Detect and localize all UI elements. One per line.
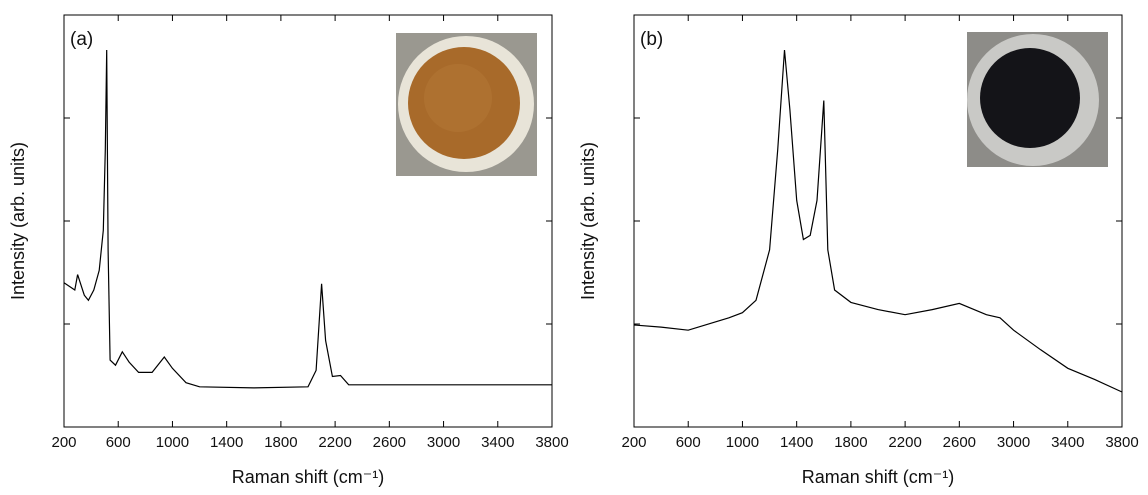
x-tick-label: 2200 (888, 434, 921, 451)
x-tick-label: 3400 (1051, 434, 1084, 451)
x-tick-label: 3000 (997, 434, 1030, 451)
y-axis-label: Intensity (arb. units) (578, 142, 598, 300)
x-tick-label: 3800 (535, 434, 568, 451)
x-tick-label: 600 (106, 434, 131, 451)
x-axis-label: Raman shift (cm⁻¹) (802, 467, 955, 487)
x-tick-label: 2600 (373, 434, 406, 451)
spectrum-line (633, 49, 1123, 393)
x-tick-label: 1400 (780, 434, 813, 451)
x-tick-label: 3400 (481, 434, 514, 451)
x-tick-label: 1800 (264, 434, 297, 451)
panel-label: (b) (640, 29, 663, 50)
y-axis-label: Intensity (arb. units) (8, 142, 28, 300)
x-axis-label: Raman shift (cm⁻¹) (232, 467, 385, 487)
inset-b (967, 32, 1108, 167)
x-tick-label: 2200 (318, 434, 351, 451)
x-tick-label: 1000 (156, 434, 189, 451)
panel-label: (a) (70, 29, 93, 50)
x-tick-label: 2600 (943, 434, 976, 451)
x-tick-label: 1800 (834, 434, 867, 451)
x-tick-label: 200 (51, 434, 76, 451)
x-tick-label: 600 (676, 434, 701, 451)
x-tick-label: 200 (621, 434, 646, 451)
inset-a (396, 33, 537, 176)
spectrum-line (63, 49, 552, 389)
x-tick-label: 1400 (210, 434, 243, 451)
x-tick-label: 3000 (427, 434, 460, 451)
x-tick-label: 1000 (726, 434, 759, 451)
x-tick-label: 3800 (1105, 434, 1138, 451)
